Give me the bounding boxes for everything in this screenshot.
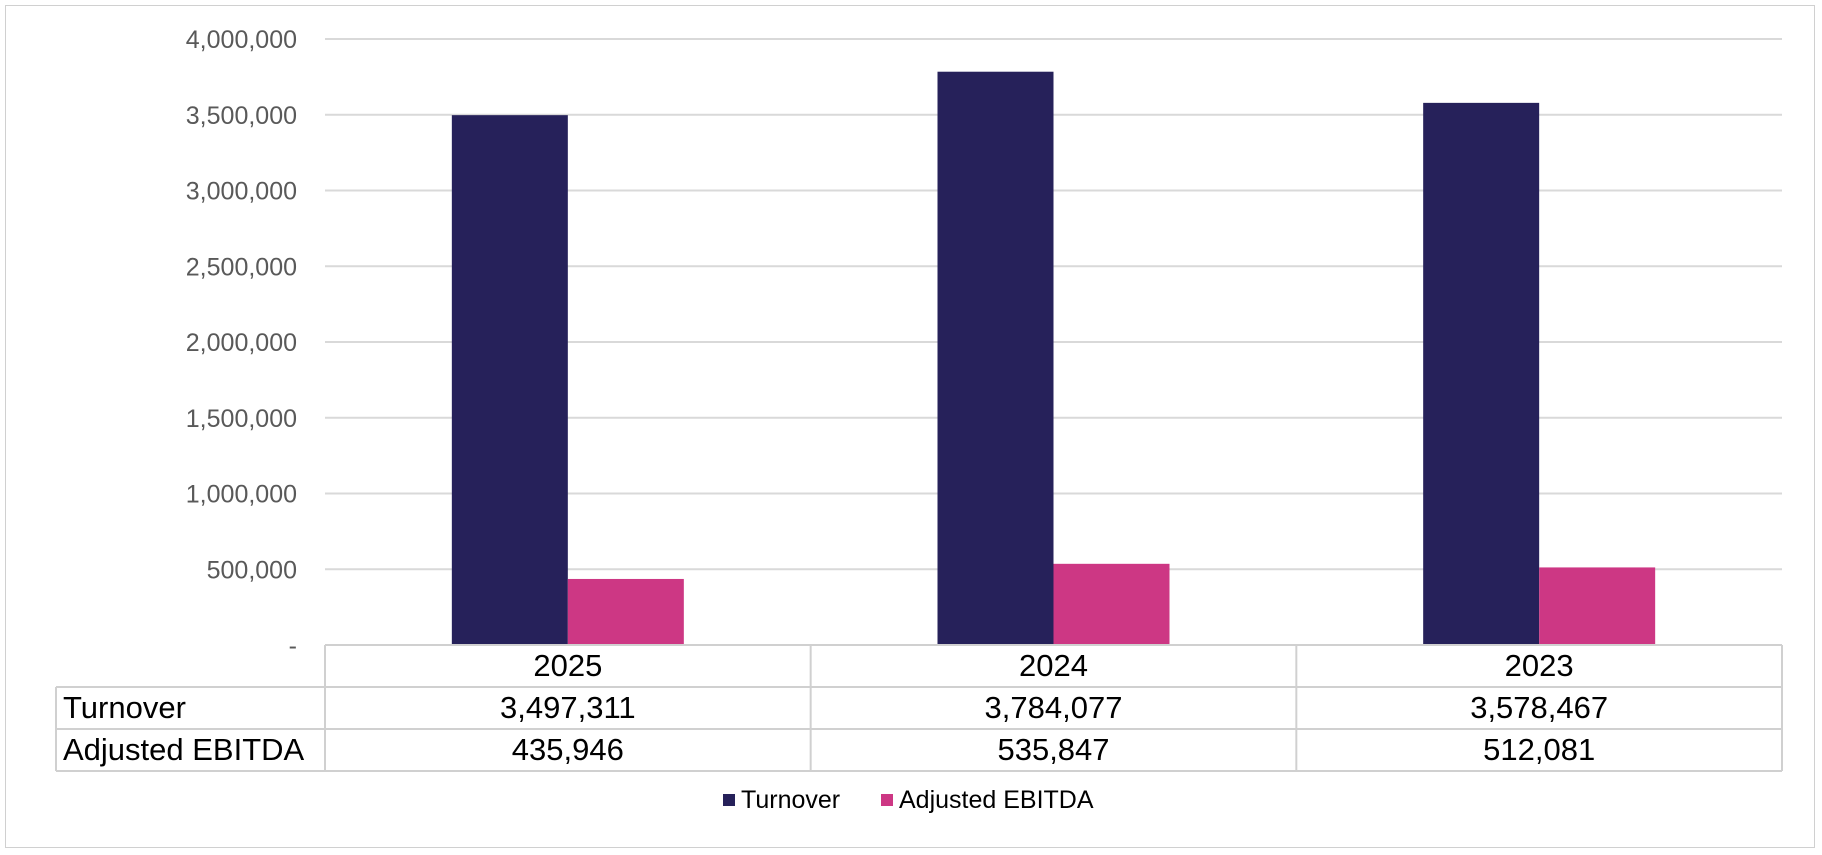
- x-category-label: 2024: [1019, 648, 1088, 683]
- data-label: 435,946: [512, 732, 624, 767]
- table-row-label: Turnover: [63, 690, 186, 725]
- table-row-label: Adjusted EBITDA: [63, 732, 305, 767]
- y-tick-label: 4,000,000: [186, 26, 297, 54]
- data-label: 512,081: [1483, 732, 1595, 767]
- y-tick-label: 2,000,000: [186, 329, 297, 357]
- y-tick-label: 3,500,000: [186, 102, 297, 130]
- x-category-label: 2025: [533, 648, 602, 683]
- y-tick-label: 500,000: [207, 556, 297, 584]
- legend-label: Adjusted EBITDA: [899, 786, 1094, 814]
- data-label: 3,497,311: [500, 690, 636, 725]
- y-tick-label: 1,000,000: [186, 481, 297, 509]
- bar-adjusted-ebitda: [1539, 567, 1656, 645]
- legend-label: Turnover: [741, 786, 840, 814]
- bar-turnover: [1423, 102, 1540, 646]
- y-tick-label: 3,000,000: [186, 178, 297, 206]
- data-label: 535,847: [997, 732, 1109, 767]
- bar-adjusted-ebitda: [567, 578, 684, 645]
- bar-turnover: [937, 71, 1054, 645]
- x-category-label: 2023: [1505, 648, 1574, 683]
- bar-turnover: [451, 115, 568, 645]
- y-tick-label: 2,500,000: [186, 253, 297, 281]
- y-tick-label: 1,500,000: [186, 405, 297, 433]
- legend-swatch: [723, 794, 735, 806]
- legend-swatch: [881, 794, 893, 806]
- y-tick-label: -: [289, 632, 297, 660]
- data-label: 3,578,467: [1470, 690, 1608, 725]
- bar-adjusted-ebitda: [1053, 563, 1170, 645]
- data-label: 3,784,077: [985, 690, 1123, 725]
